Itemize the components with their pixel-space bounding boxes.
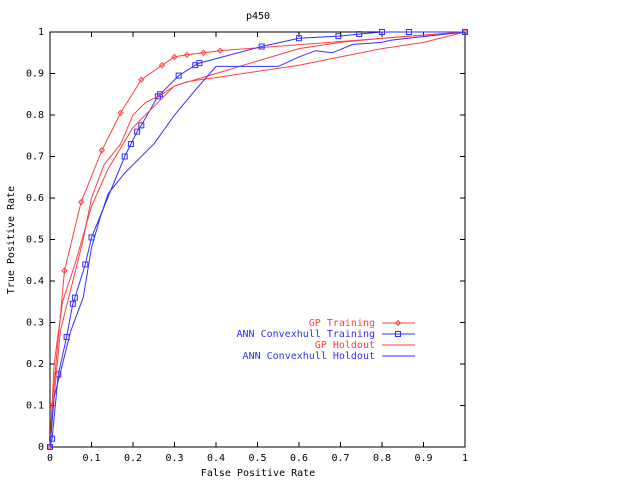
data-point-diamond [171,53,178,61]
data-point-diamond [158,61,166,69]
series-3 [49,31,466,448]
data-point-square [71,294,78,301]
data-point-square [196,60,203,67]
data-point-diamond [394,319,402,327]
x-tick-label: 0.1 [82,453,100,464]
data-point-diamond [138,76,145,83]
data-point-diamond [183,51,191,59]
series-0 [46,28,469,451]
data-point-diamond [77,198,85,206]
data-point-square [258,43,265,50]
data-point-square [296,35,302,42]
x-tick-label: 0.2 [124,453,142,464]
legend-label: GP Training [309,318,375,329]
x-tick-label: 0.4 [207,453,225,464]
x-tick-label: 0 [47,453,53,464]
data-point-square [395,331,401,337]
y-tick-label: 0.5 [26,235,44,246]
chart-title: p450 [246,11,270,22]
series-line [49,31,465,448]
y-tick-label: 1 [38,27,44,38]
data-point-diamond [216,47,224,54]
x-tick-label: 0.8 [373,453,391,464]
x-tick-label: 0.3 [165,453,183,464]
series-1 [47,29,468,450]
data-point-square [121,153,128,160]
data-point-square [405,29,412,35]
y-axis-label: True Positive Rate [6,186,17,294]
y-tick-label: 0.7 [26,152,44,163]
data-point-diamond [98,147,106,154]
y-tick-label: 0.2 [26,359,44,370]
legend-label: ANN Convexhull Holdout [243,351,375,362]
data-point-diamond [200,49,207,56]
data-point-square [335,33,342,40]
y-tick-label: 0 [38,442,44,453]
series-line [49,31,466,448]
data-point-square [69,300,76,307]
y-tick-label: 0.6 [26,193,44,204]
legend-label: ANN Convexhull Training [237,329,375,340]
data-point-square [379,29,385,35]
data-point-square [175,72,182,79]
legend-label: GP Holdout [315,340,375,351]
data-point-diamond [117,109,124,117]
data-point-square [134,128,141,135]
data-point-square [49,435,56,442]
y-tick-label: 0.4 [26,276,44,287]
series-line [49,31,466,448]
y-tick-label: 0.9 [26,69,44,80]
data-point-diamond [61,267,68,274]
x-tick-label: 1 [462,453,468,464]
data-point-square [127,141,134,148]
x-axis-label: False Positive Rate [201,468,315,479]
series-line [49,31,466,448]
series-layer [46,28,469,451]
x-tick-label: 0.7 [331,453,349,464]
plot-frame [49,31,466,448]
series-2 [49,31,466,448]
y-tick-label: 0.8 [26,110,44,121]
data-point-square [356,31,363,38]
data-point-square [82,261,89,268]
y-tick-label: 0.1 [26,401,44,412]
y-tick-label: 0.3 [26,318,44,329]
x-tick-label: 0.5 [248,453,266,464]
data-point-square [138,122,145,129]
x-tick-label: 0.6 [290,453,308,464]
x-tick-label: 0.9 [414,453,432,464]
series-line-alt [49,31,466,448]
